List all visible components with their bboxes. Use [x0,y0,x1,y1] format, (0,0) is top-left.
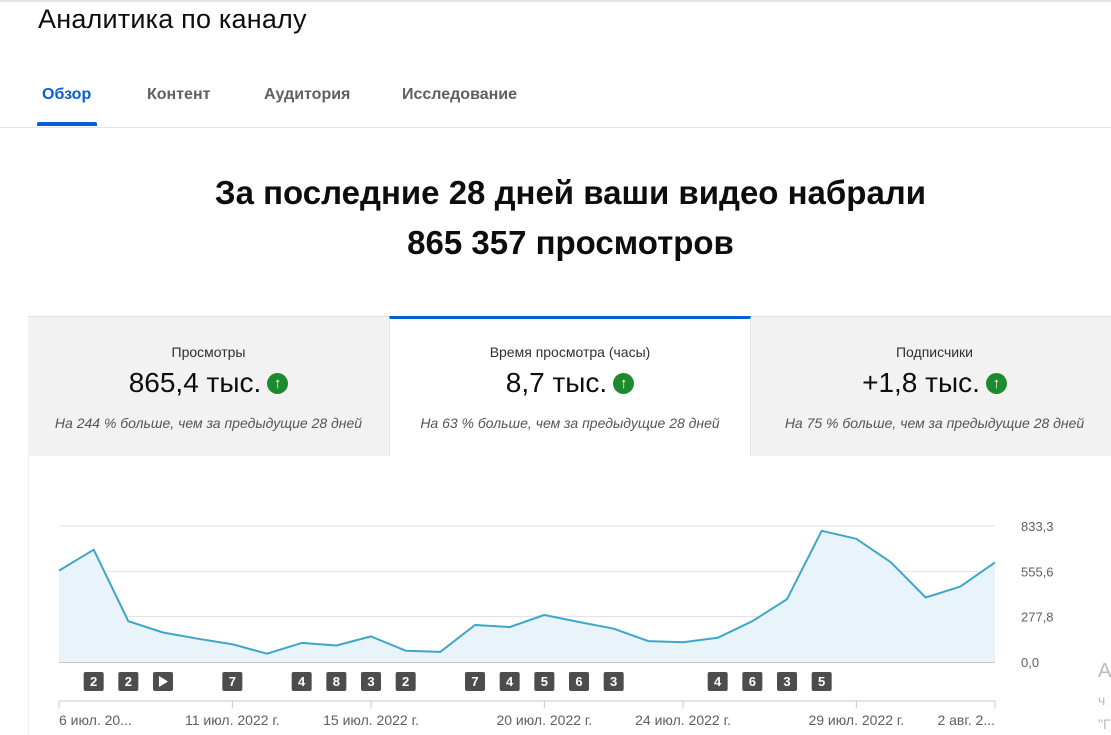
tab-audience[interactable]: Аудитория [264,86,351,103]
play-icon [159,676,168,687]
event-marker [361,672,381,691]
event-marker-label: 5 [818,674,825,689]
top-border [0,0,1111,2]
metric-card-subscribers[interactable]: Подписчики +1,8 тыс. ↑ На 75 % больше, че… [751,316,1111,456]
event-marker [742,672,763,691]
event-marker-label: 7 [229,674,236,689]
event-marker-label: 6 [749,674,756,689]
watch-time-chart: 833,3 555,6 277,8 0,0 2 2 7 4 8 3 2 7 4 5 6 3 4 6 3 5 6 июл.… [28,456,1111,735]
metric-card-comparison: На 244 % больше, чем за предыдущие 28 дн… [54,415,363,431]
y-tick-label: 277,8 [1021,610,1054,625]
side-panel-peek: А [1098,660,1111,682]
x-tick-label: 11 июл. 2022 г. [185,712,280,728]
event-marker-label: 2 [125,674,132,689]
metric-value-text: 8,7 тыс. [505,367,608,398]
y-tick-label: 0,0 [1021,655,1039,670]
tab-content[interactable]: Контент [147,86,211,103]
event-marker-label: 4 [298,674,306,689]
side-panel-peek-line: "Г [1098,716,1111,732]
event-marker-label: 7 [471,674,478,689]
series-area [59,530,995,662]
event-marker-label: 2 [90,674,97,689]
event-marker [811,672,832,691]
tab-research[interactable]: Исследование [402,86,517,103]
event-marker [603,672,624,691]
event-marker [222,672,243,691]
metric-card-comparison: На 75 % больше, чем за предыдущие 28 дне… [784,415,1085,431]
metric-card-label: Просмотры [171,344,246,360]
event-marker-label: 5 [541,674,548,689]
x-tick-label: 2 авг. 2... [937,712,995,728]
arrow-up-circle-icon: ↑ [985,373,1007,394]
y-tick-label: 833,3 [1021,519,1054,534]
event-marker-label: 4 [714,674,722,689]
arrow-up-circle-icon: ↑ [613,373,635,394]
x-tick-label: 20 июл. 2022 г. [496,712,592,728]
summary-headline-line1: За последние 28 дней ваши видео набрали [214,174,927,211]
event-marker-label: 3 [610,674,617,689]
page-title: Аналитика по каналу [38,4,307,34]
x-tick-label: 6 июл. 20... [59,712,132,728]
event-marker [326,672,347,691]
side-panel-peek-line: ч [1098,692,1106,708]
metric-card-comparison: На 63 % больше, чем за предыдущие 28 дне… [420,415,720,431]
chart-svg[interactable]: 833,3 555,6 277,8 0,0 2 2 7 4 8 3 2 7 4 5 6 3 4 6 3 5 6 июл.… [29,456,1111,735]
metric-value-text: +1,8 тыс. [862,367,980,398]
tab-bar: Обзор Контент Аудитория Исследование [0,60,1111,128]
event-marker [499,672,520,691]
tab-overview[interactable]: Обзор [42,86,92,103]
metric-card-views[interactable]: Просмотры 865,4 тыс. ↑ На 244 % больше, ч… [28,316,389,456]
series-line [58,529,996,655]
metric-card-value: 8,7 тыс. ↑ [390,367,750,399]
summary-headline: За последние 28 дней ваши видео набрали … [0,168,1111,268]
event-marker [118,672,139,691]
summary-headline-line2: 865 357 просмотров [407,224,734,261]
active-tab-indicator [37,122,97,126]
event-marker-label: 8 [333,674,340,689]
event-marker [777,672,797,691]
x-tick-label: 24 июл. 2022 г. [635,712,731,728]
metric-card-value: 865,4 тыс. ↑ [28,367,389,399]
x-tick-label: 29 июл. 2022 г. [808,712,904,728]
metric-card-label: Подписчики [895,344,973,360]
arrow-up-circle-icon: ↑ [267,373,289,394]
event-marker [395,672,416,691]
event-marker-label: 2 [402,674,409,689]
event-marker [569,672,589,691]
event-marker-label: 3 [367,674,374,689]
metric-value-text: 865,4 тыс. [128,367,262,398]
event-marker-label: 6 [575,674,582,689]
metric-card-watch-time[interactable]: Время просмотра (часы) 8,7 тыс. ↑ На 63 %… [389,316,751,456]
metric-card-value: +1,8 тыс. ↑ [751,367,1111,399]
metric-cards: Просмотры 865,4 тыс. ↑ На 244 % больше, ч… [28,316,1111,456]
event-marker [465,672,485,691]
metric-card-label: Время просмотра (часы) [489,344,651,360]
event-marker [83,672,104,691]
event-marker [291,672,312,691]
event-marker [707,672,728,691]
event-marker-label: 4 [506,674,514,689]
x-tick-label: 15 июл. 2022 г. [323,712,419,728]
event-marker [534,672,555,691]
event-marker-label: 3 [783,674,790,689]
y-tick-label: 555,6 [1021,564,1054,579]
